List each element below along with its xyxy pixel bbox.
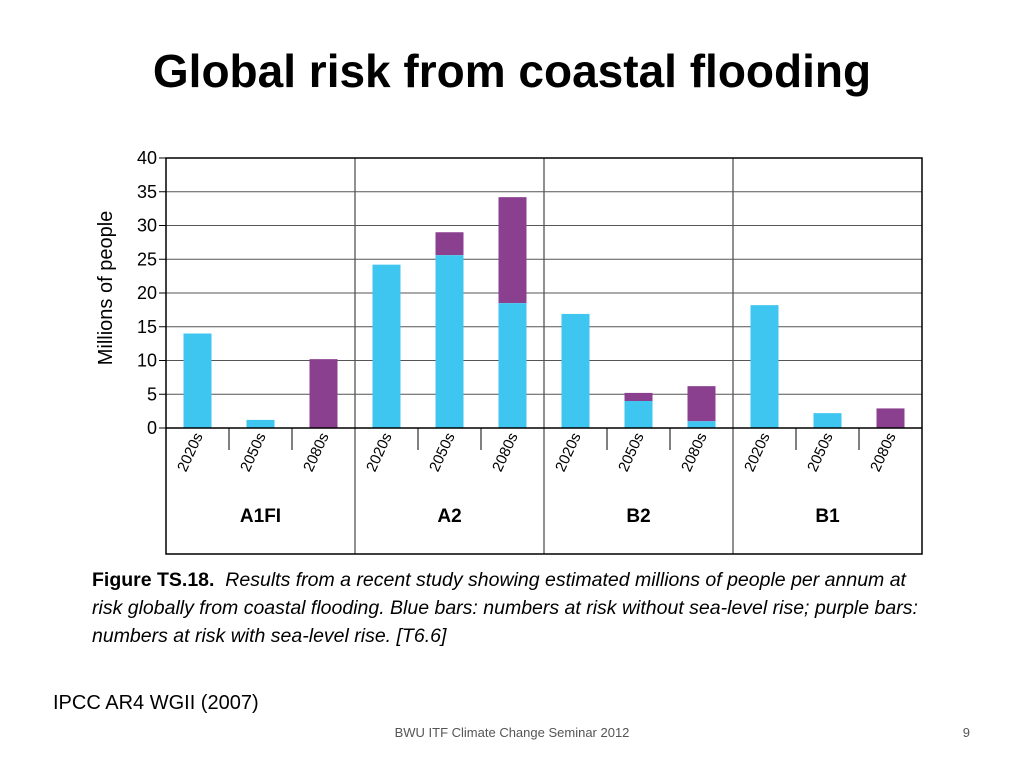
bar-without-slr — [750, 305, 779, 428]
x-tick-label: 2020s — [174, 430, 207, 474]
x-tick-label: 2080s — [867, 430, 900, 474]
y-tick-label: 10 — [137, 351, 157, 371]
x-tick-label: 2020s — [741, 430, 774, 474]
y-tick-label: 5 — [147, 384, 157, 404]
x-tick-label: 2080s — [678, 430, 711, 474]
group-label: A2 — [437, 506, 461, 527]
bar-without-slr — [498, 303, 527, 428]
y-tick-label: 25 — [137, 249, 157, 269]
x-tick-label: 2050s — [426, 430, 459, 474]
bar-without-slr — [372, 264, 401, 428]
page-number: 9 — [962, 725, 970, 740]
bar-with-slr — [876, 408, 905, 428]
y-tick-label: 15 — [137, 317, 157, 337]
group-label: B1 — [815, 506, 840, 527]
y-tick-label: 35 — [137, 182, 157, 202]
slide-title: Global risk from coastal flooding — [152, 45, 872, 97]
caption-text: Results from a recent study showing esti… — [92, 569, 918, 647]
bar-with-slr — [687, 386, 716, 422]
bar-without-slr — [246, 419, 275, 428]
bar-with-slr — [498, 197, 527, 304]
bar-without-slr — [624, 401, 653, 428]
chart: Millions of people 0 5 10 15 20 25 30 35 40 2020s… — [95, 148, 923, 555]
caption-label: Figure TS.18. — [92, 569, 215, 591]
group-label: B2 — [626, 506, 650, 527]
bar-without-slr — [183, 333, 212, 428]
bar-without-slr — [561, 313, 590, 428]
x-tick-label: 2080s — [489, 430, 522, 474]
y-tick-label: 20 — [137, 283, 157, 303]
x-tick-label: 2080s — [300, 430, 333, 474]
chart-frame — [165, 157, 923, 555]
y-tick-label: 0 — [147, 418, 157, 438]
bar-without-slr — [687, 421, 716, 428]
bar-without-slr — [813, 413, 842, 428]
x-tick-label: 2020s — [363, 430, 396, 474]
source-citation: IPCC AR4 WGII (2007) — [53, 692, 259, 714]
y-axis-label: Millions of people — [95, 211, 117, 366]
group-label: A1FI — [240, 506, 281, 527]
y-tick-label: 30 — [137, 216, 157, 236]
x-tick-label: 2050s — [615, 430, 648, 474]
figure-caption: Figure TS.18. Results from a recent stud… — [92, 566, 932, 650]
x-tick-label: 2050s — [804, 430, 837, 474]
y-tick-label: 40 — [137, 148, 157, 168]
bar-without-slr — [435, 255, 464, 428]
x-tick-label: 2020s — [552, 430, 585, 474]
bar-with-slr — [624, 392, 653, 401]
bar-with-slr — [435, 232, 464, 256]
bar-with-slr — [309, 359, 338, 428]
x-tick-label: 2050s — [237, 430, 270, 474]
footer-text: BWU ITF Climate Change Seminar 2012 — [394, 725, 630, 740]
